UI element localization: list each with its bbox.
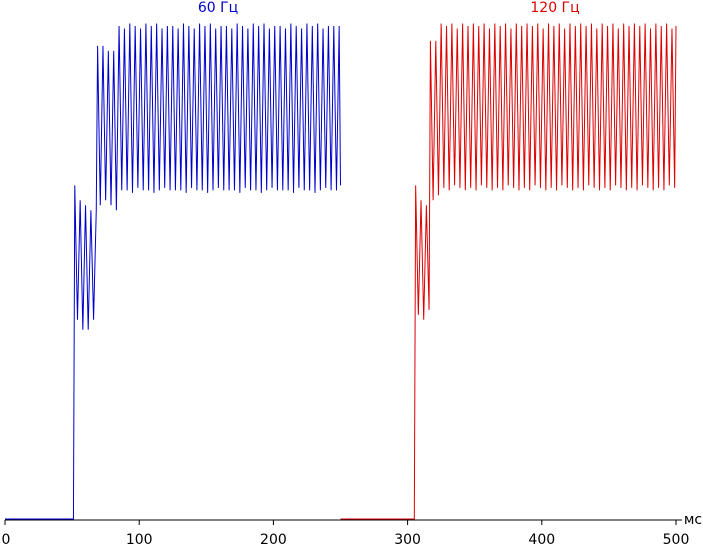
x-tick-label: 500 — [663, 532, 690, 548]
x-tick-label: 400 — [528, 532, 555, 548]
series-label: 60 Гц — [198, 0, 238, 16]
series-line — [5, 23, 341, 520]
series-label: 120 Гц — [530, 0, 579, 16]
x-tick-label: 100 — [126, 532, 153, 548]
x-tick-label: 300 — [394, 532, 421, 548]
x-tick-label: 0 — [2, 532, 11, 548]
x-tick-label: 200 — [260, 532, 287, 548]
x-axis-unit: мс — [684, 512, 702, 528]
series-line — [340, 23, 677, 520]
